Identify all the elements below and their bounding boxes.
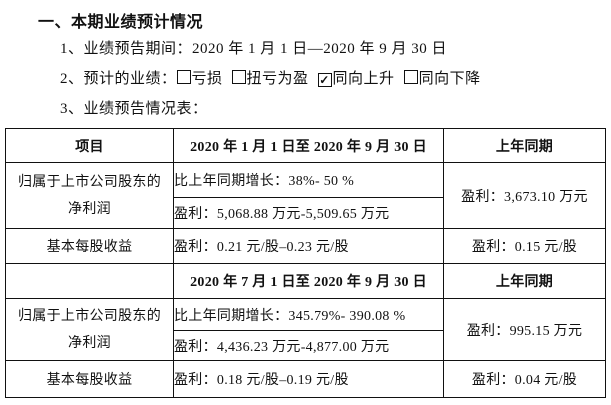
table-row-net-profit-amount-s2: 盈利：4,436.23 万元-4,877.00 万元 <box>6 330 606 361</box>
checkbox-option-loss: 亏损 <box>176 67 223 88</box>
cell-net-profit-growth-s1: 比上年同期增长：38%- 50 % <box>173 162 444 198</box>
checkbox-label: 同向上升 <box>332 71 395 87</box>
net-profit-label-line1: 归属于上市公司股东的 <box>18 308 161 324</box>
cell-net-profit-growth-s2: 比上年同期增长：345.79%- 390.08 % <box>173 298 444 331</box>
cell-eps-current-s2: 盈利：0.18 元/股–0.19 元/股 <box>173 360 444 398</box>
cell-net-profit-prior-s1: 盈利：3,673.10 万元 <box>443 162 606 229</box>
header-cell-period-s1: 2020 年 1 月 1 日至 2020 年 9 月 30 日 <box>173 128 444 163</box>
forecast-table-caption-text: 3、业绩预告情况表： <box>60 101 208 117</box>
checkbox-unchecked-icon <box>231 70 246 84</box>
forecast-period-text: 1、业绩预告期间：2020 年 1 月 1 日—2020 年 9 月 30 日 <box>60 41 448 57</box>
table-row-net-profit-growth-s2: 归属于上市公司股东的 净利润 比上年同期增长：345.79%- 390.08 %… <box>5 298 606 361</box>
header-cell-prior-s1: 上年同期 <box>443 128 606 163</box>
table-header-row-section2: 2020 年 7 月 1 日至 2020 年 9 月 30 日 上年同期 <box>5 263 606 299</box>
checkbox-label: 亏损 <box>191 71 223 87</box>
table-header-row-section1: 项目 2020 年 1 月 1 日至 2020 年 9 月 30 日 上年同期 <box>5 128 606 163</box>
net-profit-label-line2: 净利润 <box>68 335 111 351</box>
table-row-net-profit-growth-s1: 归属于上市公司股东的 净利润 比上年同期增长：38%- 50 % 盈利：3,67… <box>5 162 606 229</box>
checkbox-unchecked-icon <box>176 70 191 84</box>
forecast-period-line: 1、业绩预告期间：2020 年 1 月 1 日—2020 年 9 月 30 日 <box>60 37 447 58</box>
cell-net-profit-amount-s1: 盈利：5,068.88 万元-5,509.65 万元 <box>173 197 444 229</box>
cell-net-profit-label-s1: 归属于上市公司股东的 净利润 <box>5 162 174 229</box>
net-profit-label-line1: 归属于上市公司股东的 <box>18 174 161 190</box>
header-cell-project: 项目 <box>5 128 174 163</box>
checkbox-option-same-direction-up: ✓ 同向上升 <box>317 67 395 88</box>
cell-net-profit-amount-s2: 盈利：4,436.23 万元-4,877.00 万元 <box>173 330 444 361</box>
cell-eps-prior-s2: 盈利：0.04 元/股 <box>443 360 606 398</box>
checkbox-option-same-direction-down: 同向下降 <box>403 67 481 88</box>
header-cell-project-s2 <box>5 263 174 299</box>
checkbox-checked-icon: ✓ <box>317 73 332 87</box>
expected-performance-label: 2、预计的业绩： <box>60 71 177 87</box>
checkbox-unchecked-icon <box>403 70 418 84</box>
cell-eps-label-s2: 基本每股收益 <box>5 360 174 398</box>
net-profit-label-line2: 净利润 <box>68 201 111 217</box>
table-row-eps-s1: 基本每股收益 盈利：0.21 元/股–0.23 元/股 盈利：0.15 元/股 <box>5 228 606 264</box>
forecast-table-caption: 3、业绩预告情况表： <box>60 97 208 118</box>
table-row-eps-s2: 基本每股收益 盈利：0.18 元/股–0.19 元/股 盈利：0.04 元/股 <box>5 360 606 398</box>
section-title: 一、本期业绩预计情况 <box>38 14 204 31</box>
checkbox-label: 扭亏为盈 <box>246 71 309 87</box>
checkbox-option-turnaround: 扭亏为盈 <box>231 67 309 88</box>
checkbox-label: 同向下降 <box>418 71 481 87</box>
cell-eps-label-s1: 基本每股收益 <box>5 228 174 264</box>
header-cell-prior-s2: 上年同期 <box>443 263 606 299</box>
forecast-table: 项目 2020 年 1 月 1 日至 2020 年 9 月 30 日 上年同期 … <box>5 128 606 398</box>
expected-performance-line: 2、预计的业绩： 亏损 扭亏为盈 ✓ 同向上升 同向下降 <box>60 67 490 88</box>
cell-net-profit-prior-s2: 盈利：995.15 万元 <box>443 298 606 361</box>
table-row-net-profit-amount-s1: 盈利：5,068.88 万元-5,509.65 万元 <box>6 197 606 229</box>
cell-net-profit-label-s2: 归属于上市公司股东的 净利润 <box>5 298 174 361</box>
cell-eps-current-s1: 盈利：0.21 元/股–0.23 元/股 <box>173 228 444 264</box>
cell-eps-prior-s1: 盈利：0.15 元/股 <box>443 228 606 264</box>
header-cell-period-s2: 2020 年 7 月 1 日至 2020 年 9 月 30 日 <box>173 263 444 299</box>
